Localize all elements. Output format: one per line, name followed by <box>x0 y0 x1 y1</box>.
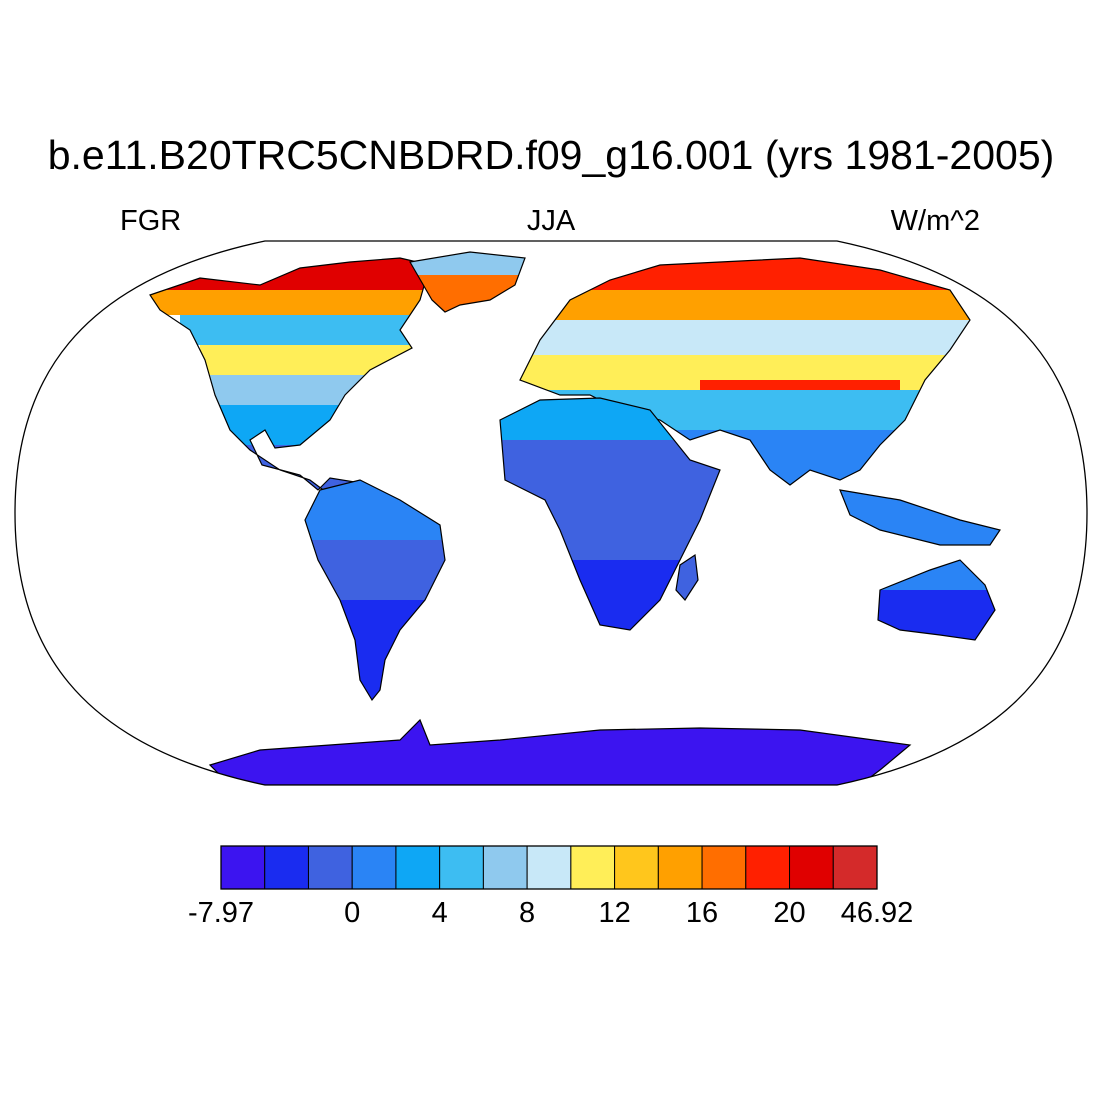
colorbar-swatch <box>657 845 703 890</box>
units-label: W/m^2 <box>890 205 980 237</box>
africa-coastline <box>499 397 721 631</box>
colorbar-swatch <box>832 845 878 890</box>
eurasia-coastline <box>519 257 971 486</box>
colorbar-swatch <box>701 845 747 890</box>
colorbar-swatch <box>220 845 266 890</box>
colorbar-tick-label: 4 <box>431 897 448 929</box>
colorbar-frame <box>220 845 878 890</box>
colorbar-tick-label: 12 <box>598 897 631 929</box>
colorbar <box>220 845 878 890</box>
season-label: JJA <box>526 205 576 237</box>
colorbar-swatch <box>351 845 397 890</box>
land-field <box>149 251 1001 785</box>
colorbar-swatch <box>614 845 659 890</box>
south-america-coastline <box>304 479 446 702</box>
north-america <box>150 258 430 500</box>
se-asia-islands-coastline <box>839 489 1001 546</box>
colorbar-swatch <box>307 845 353 890</box>
colorbar-swatch <box>439 845 484 890</box>
south-america <box>305 480 445 700</box>
colorbar-tick-label: 16 <box>685 897 719 929</box>
colorbar-tick-label: 46.92 <box>840 897 914 929</box>
colorbar-tick-label: 0 <box>344 897 361 929</box>
colorbar-tick-label: -7.97 <box>187 897 255 929</box>
australia-coastline <box>877 559 996 641</box>
colorbar-swatch <box>526 845 572 890</box>
antarctica <box>210 720 910 785</box>
north-america-coastline <box>149 257 431 501</box>
colorbar-labels: -7.97 0 4 8 12 16 20 46.92 <box>0 897 1102 937</box>
madagascar-coastline <box>675 553 699 601</box>
page-title: b.e11.B20TRC5CNBDRD.f09_g16.001 (yrs 198… <box>47 132 1055 178</box>
colorbar-swatch <box>264 845 309 890</box>
colorbar-swatch <box>789 845 834 890</box>
australia <box>878 560 995 640</box>
variable-label: FGR <box>120 205 182 237</box>
map-border <box>14 240 1088 786</box>
greenland-coastline <box>409 251 526 313</box>
colorbar-swatch <box>745 845 791 890</box>
colorbar-tick-label: 8 <box>519 897 536 929</box>
colorbar-swatch <box>482 845 528 890</box>
colorbar-swatch <box>570 845 616 890</box>
colorbar-tick-label: 20 <box>773 897 806 929</box>
colorbar-swatch <box>395 845 441 890</box>
